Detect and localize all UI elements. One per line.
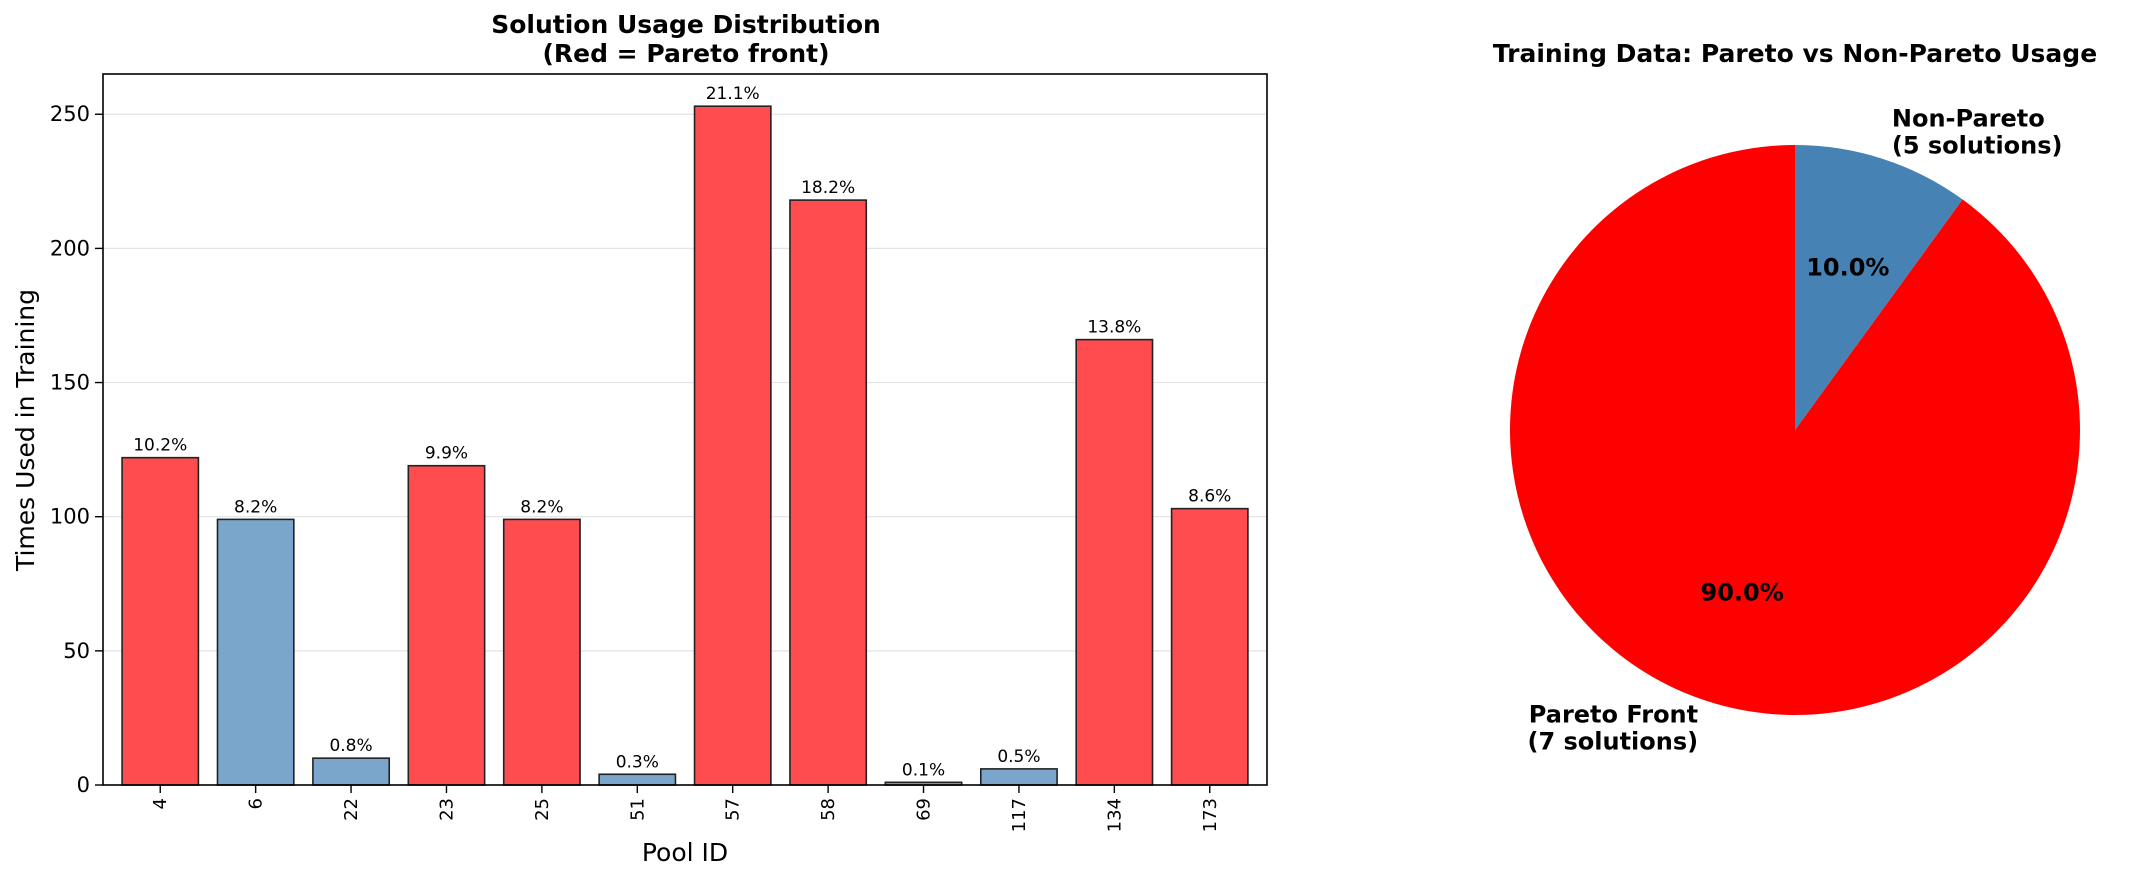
bar xyxy=(216,518,295,786)
pie-slice xyxy=(1510,145,2080,716)
bar-value-labels: 10.2% 8.2% 0.8% 9.9% 8.2% 0.3% 21.1% 18.2% 0.1% 0… xyxy=(133,84,1231,780)
pie-slices xyxy=(1510,145,2080,716)
x-tick-label: 4 xyxy=(150,798,171,809)
pie-slice-label: Non-Pareto xyxy=(1892,104,2045,132)
x-tick-label: 6 xyxy=(246,798,267,809)
bar-x-ticks: 4 6 22 23 25 51 57 58 69 117 134 173 xyxy=(150,785,1221,832)
bar-chart: Solution Usage Distribution (Red = Paret… xyxy=(11,10,1268,867)
bar-value-label: 8.6% xyxy=(1188,487,1231,507)
bar-value-label: 10.2% xyxy=(133,436,187,456)
y-tick-label: 100 xyxy=(50,505,90,529)
bar xyxy=(789,199,868,786)
bar xyxy=(693,105,772,786)
bar-value-label: 8.2% xyxy=(234,497,277,517)
x-tick-label: 58 xyxy=(818,798,839,821)
bar-chart-title-line-2: (Red = Pareto front) xyxy=(542,39,829,68)
bar-value-label: 0.5% xyxy=(997,747,1040,767)
pie-percent-label: 10.0% xyxy=(1806,253,1889,281)
x-tick-label: 117 xyxy=(1009,798,1030,832)
pie-slice-label: (5 solutions) xyxy=(1892,131,2063,159)
bar xyxy=(1170,507,1249,786)
y-tick-label: 200 xyxy=(50,236,90,260)
bar-value-label: 0.3% xyxy=(616,752,659,772)
bar-value-label: 0.1% xyxy=(902,760,945,780)
bar-plot-frame xyxy=(102,73,1268,786)
pie-chart-title: Training Data: Pareto vs Non-Pareto Usag… xyxy=(1493,39,2097,68)
pie-chart: Training Data: Pareto vs Non-Pareto Usag… xyxy=(1493,39,2097,756)
x-tick-label: 69 xyxy=(914,798,935,821)
pie-labels: 90.0% Pareto Front(7 solutions) 10.0% Non-P… xyxy=(1527,104,2062,755)
bar-chart-title-line-1: Solution Usage Distribution xyxy=(491,10,881,39)
bar-value-label: 13.8% xyxy=(1087,318,1141,338)
pie-slice xyxy=(1795,145,1963,430)
x-tick-label: 23 xyxy=(436,798,457,821)
bar xyxy=(1075,338,1154,786)
bar-series xyxy=(121,105,1249,786)
pie-slice-label: (7 solutions) xyxy=(1527,728,1698,756)
y-tick-label: 0 xyxy=(77,773,90,797)
x-tick-label: 22 xyxy=(341,798,362,821)
bar xyxy=(502,518,581,786)
x-tick-label: 51 xyxy=(627,798,648,821)
bar-value-label: 0.8% xyxy=(329,736,372,756)
pie-percent-label: 90.0% xyxy=(1701,579,1784,607)
bar-value-label: 18.2% xyxy=(801,178,855,198)
y-tick-label: 250 xyxy=(50,102,90,126)
bar-y-ticks: 0 50 100 150 200 250 xyxy=(50,102,103,797)
bar-x-axis-label: Pool ID xyxy=(642,838,728,867)
y-tick-label: 50 xyxy=(63,639,90,663)
bar xyxy=(312,757,391,786)
bar-y-axis-label: Times Used in Training xyxy=(11,289,40,572)
bar xyxy=(979,768,1058,786)
x-tick-label: 173 xyxy=(1200,798,1221,832)
x-tick-label: 25 xyxy=(532,798,553,821)
x-tick-label: 57 xyxy=(723,798,744,821)
bar xyxy=(407,464,486,786)
x-tick-label: 134 xyxy=(1104,798,1125,832)
bar-value-label: 8.2% xyxy=(520,497,563,517)
bar xyxy=(121,456,200,786)
bar-value-label: 21.1% xyxy=(706,84,760,104)
bar-value-label: 9.9% xyxy=(425,444,468,464)
y-tick-label: 150 xyxy=(50,371,90,395)
pie-slice-label: Pareto Front xyxy=(1529,701,1698,729)
bar xyxy=(598,773,677,786)
